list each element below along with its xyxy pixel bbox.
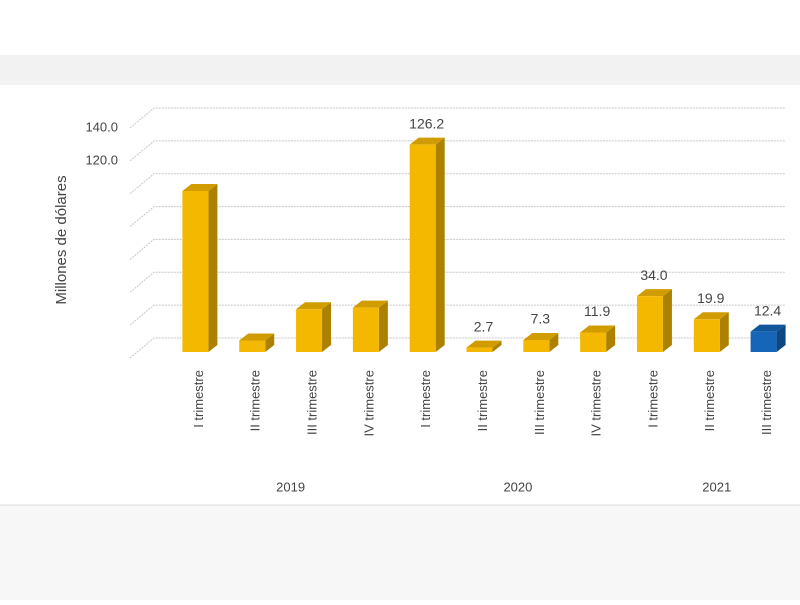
bar xyxy=(352,307,379,352)
x-tick-label: II trimestre xyxy=(475,370,490,431)
bar-top xyxy=(750,324,786,332)
x-tick-label: II trimestre xyxy=(248,370,263,431)
grid-line xyxy=(129,337,785,359)
bar-top xyxy=(523,333,559,341)
grid-line xyxy=(129,107,785,129)
x-tick-label: IV trimestre xyxy=(589,370,604,436)
bar-side xyxy=(776,324,786,352)
grid-line xyxy=(129,206,785,227)
bar xyxy=(636,296,663,352)
x-tick-label: III trimestre xyxy=(759,370,774,435)
bar xyxy=(409,144,436,352)
grid-line xyxy=(129,304,785,326)
bar-top xyxy=(296,302,332,310)
x-tick-label: II trimestre xyxy=(702,370,717,431)
x-tick-label: I trimestre xyxy=(418,370,433,428)
bar-top xyxy=(466,340,502,348)
value-label: 7.3 xyxy=(531,311,551,327)
x-tick-label: III trimestre xyxy=(304,370,319,435)
x-tick-label: IV trimestre xyxy=(361,370,376,436)
value-label: 2.7 xyxy=(474,318,494,334)
bar xyxy=(523,340,550,352)
bar-side xyxy=(435,137,445,352)
x-tick-label: III trimestre xyxy=(532,370,547,435)
bar-top xyxy=(352,300,388,308)
group-label: 2020 xyxy=(503,479,532,494)
bar-top xyxy=(239,333,275,341)
grid-line xyxy=(129,238,785,260)
bar-side xyxy=(549,333,559,352)
value-label: 11.9 xyxy=(584,303,610,319)
value-label: 126.2 xyxy=(409,115,444,131)
bar-side xyxy=(265,333,275,352)
y-axis-title: Millones de dólares xyxy=(53,175,70,304)
y-tick-label: 120.0 xyxy=(85,152,118,167)
bar-side xyxy=(208,184,218,352)
bar-side xyxy=(719,312,729,352)
x-tick-label: I trimestre xyxy=(191,370,206,428)
grid-line xyxy=(129,140,785,162)
bar-top xyxy=(182,184,218,191)
bar-side xyxy=(322,302,332,352)
bar-top xyxy=(693,312,729,320)
value-label: 19.9 xyxy=(697,290,724,306)
bar xyxy=(693,319,720,352)
x-tick-label: I trimestre xyxy=(645,370,660,428)
value-label: 12.4 xyxy=(754,302,781,318)
top-band xyxy=(0,55,800,85)
y-tick-label: 140.0 xyxy=(85,119,118,134)
group-label: 2019 xyxy=(276,479,305,494)
bar-side xyxy=(662,289,672,352)
grid-line xyxy=(129,173,785,195)
group-label: 2021 xyxy=(702,479,731,494)
bar-side xyxy=(378,300,388,352)
grid-line xyxy=(129,271,785,293)
bar-top xyxy=(636,289,672,297)
bar-top xyxy=(409,137,445,145)
value-label: 34.0 xyxy=(640,267,667,283)
bar-top xyxy=(580,325,616,333)
bar-side xyxy=(492,340,502,352)
bar xyxy=(580,332,607,352)
bar xyxy=(182,191,209,352)
bottom-band xyxy=(0,505,800,600)
bar-side xyxy=(606,325,616,352)
bar xyxy=(239,340,266,352)
bar xyxy=(466,347,493,352)
bar xyxy=(296,309,323,352)
bar xyxy=(750,331,777,352)
